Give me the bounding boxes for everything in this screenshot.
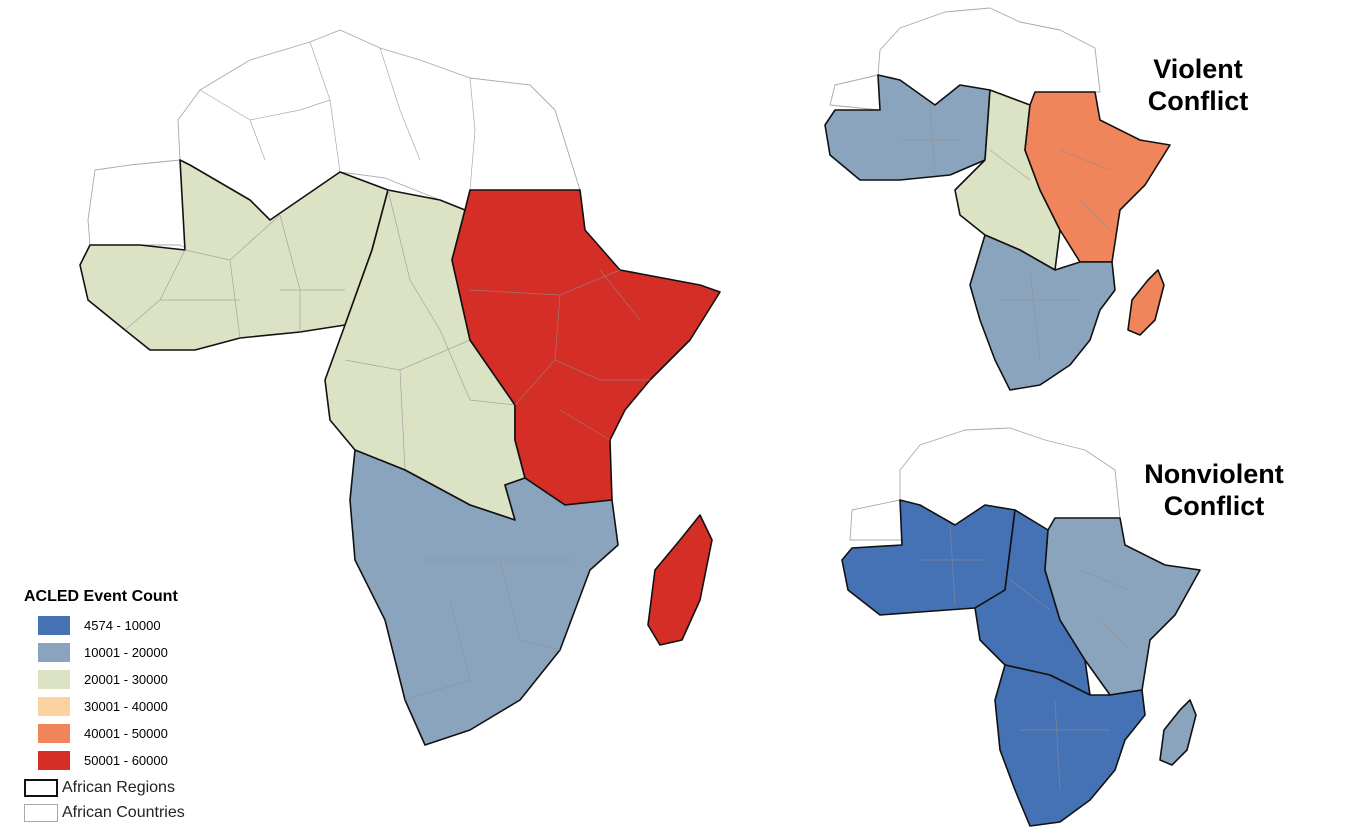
legend-countries-item: African Countries (24, 801, 254, 824)
legend-label: 30001 - 40000 (84, 699, 168, 714)
main-region-south (349, 449, 619, 746)
legend-swatch (38, 616, 70, 635)
violent-country-borders (900, 104, 1111, 361)
nonviolent-region-east (1044, 517, 1201, 696)
main-south-countries (404, 559, 575, 701)
main-west-countries (124, 214, 345, 339)
legend-item: 50001 - 60000 (24, 747, 254, 774)
legend-swatch (38, 724, 70, 743)
violent-title-line1: Violent (1153, 54, 1243, 84)
map-legend: ACLED Event Count 4574 - 10000 10001 - 2… (24, 588, 254, 824)
regions-outline-swatch (24, 778, 58, 797)
legend-label: 20001 - 30000 (84, 672, 168, 687)
legend-label: 4574 - 10000 (84, 618, 161, 633)
main-central-countries (344, 189, 516, 471)
nonviolent-region-south (994, 664, 1146, 827)
countries-outline-swatch (24, 803, 58, 822)
legend-item: 40001 - 50000 (24, 720, 254, 747)
nonviolent-region-west (841, 499, 1016, 616)
north-africa-borders (199, 41, 476, 191)
violent-conflict-title: Violent Conflict (1130, 53, 1266, 117)
main-east-countries (469, 269, 650, 441)
legend-swatch (38, 670, 70, 689)
main-madagascar (647, 514, 713, 646)
legend-regions-label: African Regions (62, 778, 175, 796)
legend-title: ACLED Event Count (24, 588, 178, 605)
legend-label: 10001 - 20000 (84, 645, 168, 660)
legend-item: 20001 - 30000 (24, 666, 254, 693)
legend-item: 30001 - 40000 (24, 693, 254, 720)
legend-swatch (38, 697, 70, 716)
legend-countries-label: African Countries (62, 803, 185, 821)
violent-region-west (824, 74, 991, 181)
legend-label: 50001 - 60000 (84, 753, 168, 768)
violent-madagascar (1127, 269, 1165, 336)
nonviolent-madagascar (1159, 699, 1197, 766)
violent-title-line2: Conflict (1147, 86, 1249, 116)
legend-swatch (38, 751, 70, 770)
nonviolent-country-borders (920, 524, 1131, 791)
violent-region-east (1024, 91, 1171, 263)
violent-region-south (969, 234, 1116, 391)
legend-label: 40001 - 50000 (84, 726, 168, 741)
legend-swatch (38, 643, 70, 662)
legend-item: 4574 - 10000 (24, 612, 254, 639)
nonviolent-conflict-title: Nonviolent Conflict (1128, 458, 1300, 522)
legend-item: 10001 - 20000 (24, 639, 254, 666)
legend-regions-item: African Regions (24, 776, 254, 799)
nonviolent-title-line2: Conflict (1163, 491, 1265, 521)
nonviolent-title-line1: Nonviolent (1144, 459, 1284, 489)
